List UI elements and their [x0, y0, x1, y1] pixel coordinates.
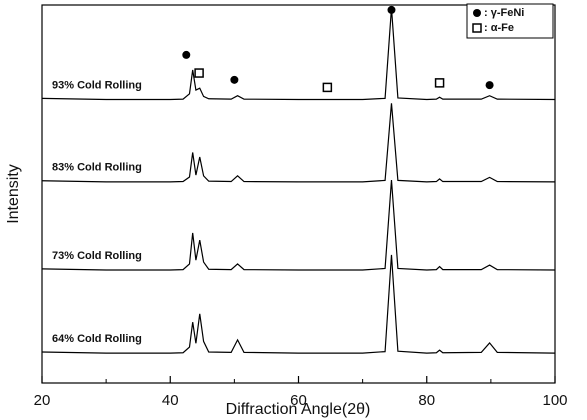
x-tick-label: 100 [542, 392, 567, 409]
peak-marker-square [434, 78, 445, 88]
peak-marker-circle [182, 50, 191, 59]
series-label: 73% Cold Rolling [52, 250, 142, 262]
series-label: 64% Cold Rolling [52, 333, 142, 345]
peak-marker-square [194, 68, 204, 78]
x-axis-title: Diffraction Angle(2θ) [226, 401, 371, 418]
series-label: 83% Cold Rolling [52, 162, 142, 174]
xrd-curve [41, 254, 556, 354]
peak-marker-square [322, 82, 333, 93]
peak-marker-circle [230, 75, 239, 84]
peak-marker-circle [387, 5, 396, 14]
xrd-curve [41, 103, 556, 183]
x-tick-label: 80 [418, 392, 435, 409]
legend-label: : γ-FeNi [484, 7, 524, 19]
xrd-curve [41, 179, 556, 271]
series-label: 93% Cold Rolling [52, 79, 142, 91]
x-tick-label: 40 [162, 392, 179, 409]
peak-marker-square [472, 23, 482, 33]
y-axis-title: Intensity [5, 164, 22, 224]
plot-frame [41, 4, 556, 384]
peak-marker-circle [473, 9, 481, 17]
xrd-curve [41, 7, 556, 101]
x-tick-label: 20 [34, 392, 51, 409]
x-tick-label: 60 [290, 392, 307, 409]
legend-label: : α-Fe [484, 22, 514, 34]
peak-marker-circle [485, 81, 494, 90]
